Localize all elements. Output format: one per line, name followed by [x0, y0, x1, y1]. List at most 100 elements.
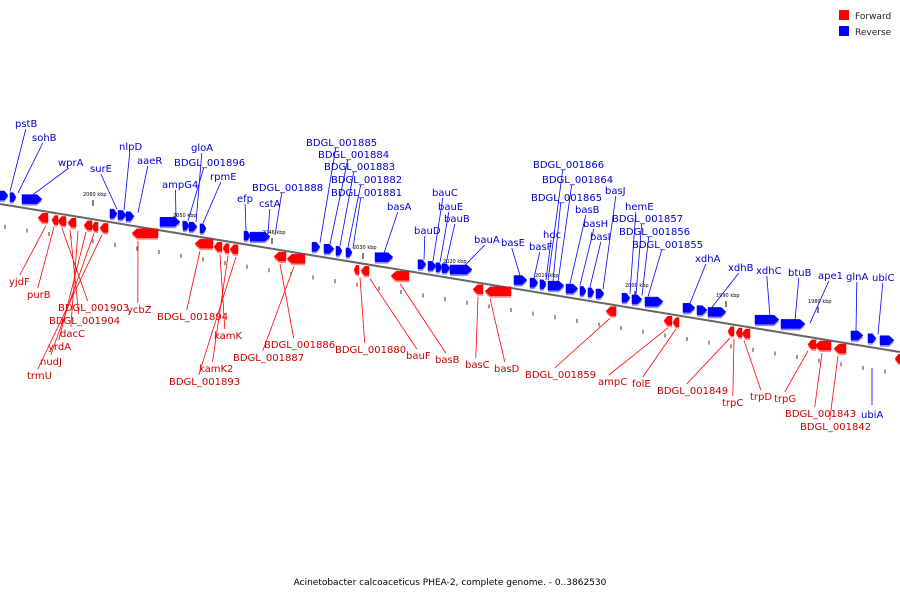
gene-arrow-shadow — [781, 321, 805, 330]
label-leader-line — [20, 226, 46, 275]
label-leader-line — [476, 297, 478, 358]
reverse-gene-arrow-4[interactable] — [84, 221, 92, 232]
forward-gene-arrow-35[interactable] — [708, 307, 726, 318]
forward-gene-arrow-31[interactable] — [632, 295, 642, 306]
forward-gene-label-dacC: dacC — [60, 329, 85, 340]
reverse-gene-arrow-17[interactable] — [473, 285, 483, 296]
reverse-gene-arrow-9[interactable] — [214, 242, 222, 253]
reverse-gene-arrow-13[interactable] — [287, 254, 305, 265]
forward-gene-arrow-17[interactable] — [418, 260, 426, 271]
reverse-gene-arrow-7[interactable] — [132, 229, 158, 240]
forward-gene-label-yrdA: yrdA — [48, 342, 71, 353]
forward-gene-arrow-21[interactable] — [450, 265, 472, 276]
label-leader-line — [648, 250, 662, 297]
forward-gene-arrow-1[interactable] — [10, 193, 16, 204]
reverse-gene-arrow-27[interactable] — [834, 344, 846, 355]
reverse-gene-label-xdhC: xdhC — [756, 266, 782, 277]
gene-arrow-shadow — [485, 289, 511, 298]
reverse-gene-arrow-18[interactable] — [485, 287, 511, 298]
forward-gene-label-BDGL_001842: BDGL_001842 — [800, 422, 871, 433]
reverse-gene-arrow-1[interactable] — [52, 216, 58, 227]
legend-reverse-swatch — [839, 26, 849, 36]
forward-gene-arrow-33[interactable] — [683, 303, 695, 314]
forward-gene-arrow-16[interactable] — [375, 253, 393, 264]
reverse-gene-label-BDGL_001856: BDGL_001856 — [619, 227, 690, 238]
reverse-gene-arrow-19[interactable] — [606, 307, 616, 318]
forward-gene-arrow-15[interactable] — [346, 248, 352, 259]
forward-gene-arrow-14[interactable] — [336, 246, 342, 257]
forward-gene-label-kamK: kamK — [214, 331, 242, 342]
forward-gene-label-nudJ: nudJ — [40, 357, 62, 368]
forward-gene-arrow-18[interactable] — [428, 261, 436, 272]
reverse-gene-arrow-16[interactable] — [391, 271, 409, 282]
reverse-gene-arrow-28[interactable] — [895, 354, 900, 365]
forward-gene-arrow-27[interactable] — [580, 286, 586, 297]
reverse-gene-arrow-22[interactable] — [728, 327, 734, 338]
forward-gene-arrow-29[interactable] — [596, 289, 604, 300]
reverse-gene-arrow-2[interactable] — [58, 217, 66, 228]
reverse-gene-label-BDGL_001882: BDGL_001882 — [331, 175, 402, 186]
forward-gene-arrow-34[interactable] — [697, 306, 707, 317]
legend-reverse-label: Reverse — [855, 28, 892, 38]
reverse-gene-arrow-21[interactable] — [673, 318, 679, 329]
forward-gene-label-basB: basB — [435, 355, 460, 366]
forward-gene-arrow-32[interactable] — [645, 297, 663, 308]
reverse-gene-label-xdhB: xdhB — [728, 263, 754, 274]
label-leader-line — [590, 242, 601, 287]
forward-gene-arrow-13[interactable] — [324, 244, 334, 255]
forward-gene-arrow-7[interactable] — [183, 221, 189, 232]
reverse-gene-arrow-3[interactable] — [68, 218, 76, 229]
label-leader-line — [360, 277, 365, 343]
label-leader-line — [815, 353, 822, 407]
reverse-gene-arrow-0[interactable] — [38, 213, 48, 224]
forward-gene-arrow-2[interactable] — [22, 195, 42, 206]
reverse-gene-arrow-8[interactable] — [195, 239, 213, 250]
label-leader-line — [138, 166, 148, 213]
forward-gene-arrow-0[interactable] — [0, 191, 8, 202]
reverse-gene-arrow-11[interactable] — [230, 245, 238, 256]
forward-gene-arrow-38[interactable] — [851, 331, 863, 342]
forward-gene-arrow-12[interactable] — [312, 242, 320, 253]
label-leader-line — [856, 282, 857, 331]
forward-gene-arrow-4[interactable] — [118, 210, 126, 221]
forward-gene-label-basD: basD — [494, 364, 520, 375]
forward-gene-arrow-5[interactable] — [126, 212, 134, 223]
forward-gene-label-trpD: trpD — [750, 392, 772, 403]
reverse-gene-arrow-23[interactable] — [736, 328, 742, 339]
reverse-gene-label-hdc: hdc — [543, 230, 561, 241]
reverse-gene-arrow-24[interactable] — [742, 329, 750, 340]
forward-gene-label-BDGL_001886: BDGL_001886 — [264, 340, 335, 351]
forward-gene-arrow-10[interactable] — [244, 231, 250, 242]
reverse-gene-arrow-15[interactable] — [361, 266, 369, 277]
forward-gene-label-BDGL_001894: BDGL_001894 — [157, 312, 228, 323]
reverse-gene-arrow-6[interactable] — [100, 223, 108, 234]
reverse-gene-arrow-10[interactable] — [223, 244, 229, 255]
reverse-gene-arrow-14[interactable] — [354, 265, 359, 276]
forward-gene-label-ampC: ampC — [598, 377, 627, 388]
genome-backbone — [0, 204, 900, 352]
forward-gene-arrow-3[interactable] — [110, 209, 117, 220]
reverse-gene-arrow-20[interactable] — [664, 316, 672, 327]
forward-gene-arrow-40[interactable] — [880, 336, 894, 347]
forward-gene-arrow-20[interactable] — [442, 264, 450, 275]
forward-gene-arrow-11[interactable] — [250, 232, 270, 243]
reverse-gene-arrow-26[interactable] — [815, 341, 831, 352]
forward-gene-arrow-30[interactable] — [622, 293, 630, 304]
forward-gene-arrow-36[interactable] — [755, 315, 779, 326]
forward-gene-arrow-6[interactable] — [160, 217, 180, 228]
forward-gene-arrow-22[interactable] — [514, 276, 527, 287]
forward-gene-arrow-39[interactable] — [868, 334, 876, 345]
forward-gene-arrow-25[interactable] — [548, 281, 564, 292]
forward-gene-label-ycbZ: ycbZ — [127, 305, 152, 316]
forward-gene-arrow-19[interactable] — [436, 263, 442, 274]
reverse-gene-arrow-5[interactable] — [92, 222, 98, 233]
forward-gene-arrow-28[interactable] — [588, 288, 594, 299]
forward-gene-arrow-37[interactable] — [781, 319, 805, 330]
forward-gene-arrow-8[interactable] — [189, 222, 197, 233]
forward-gene-arrow-26[interactable] — [566, 284, 578, 295]
forward-gene-arrow-23[interactable] — [530, 278, 538, 289]
label-leader-line — [370, 279, 417, 349]
forward-gene-arrow-9[interactable] — [200, 224, 206, 235]
reverse-gene-arrow-12[interactable] — [274, 252, 286, 263]
reverse-gene-label-aaeR: aaeR — [137, 156, 162, 167]
